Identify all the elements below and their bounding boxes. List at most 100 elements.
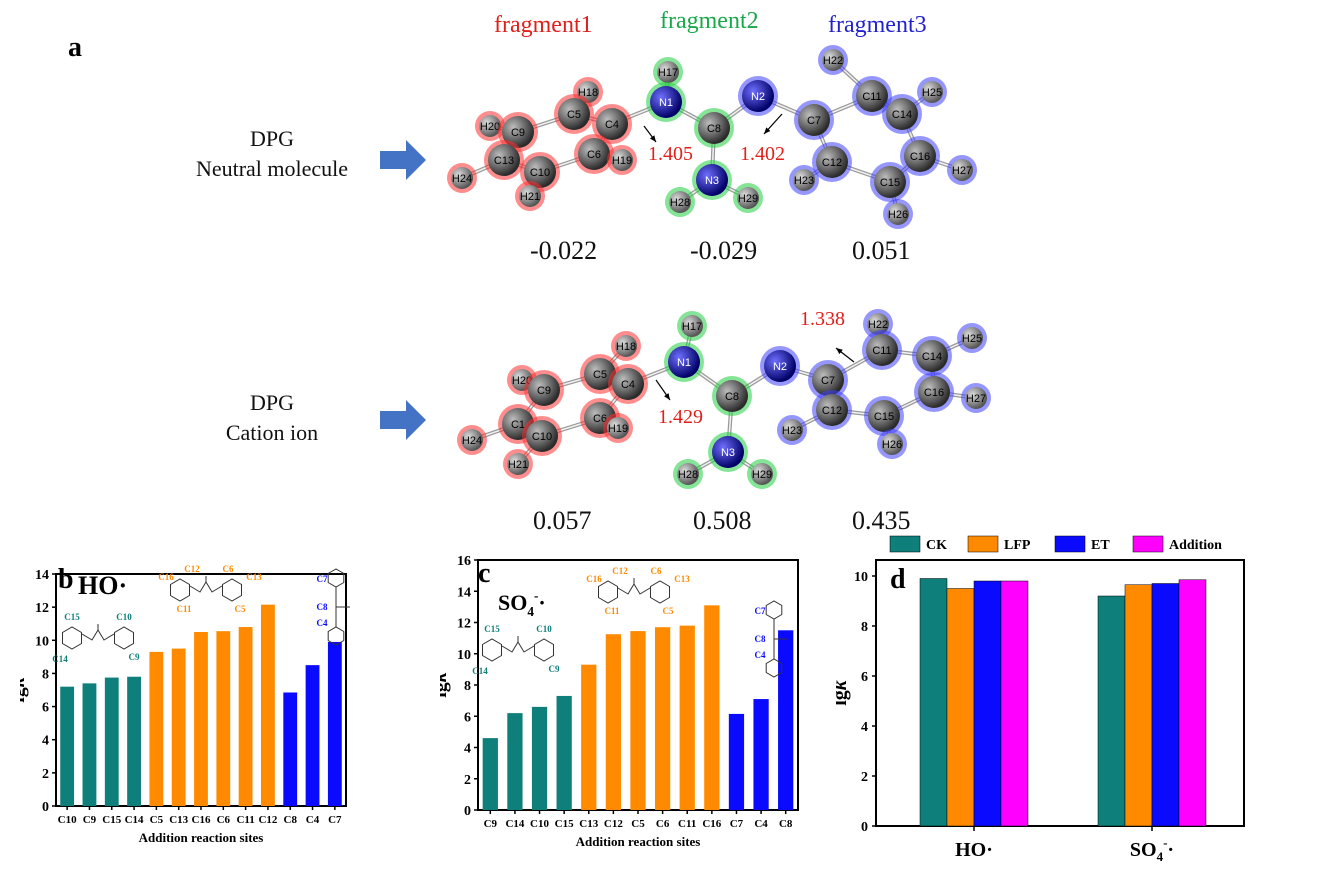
atom-sphere xyxy=(874,166,906,198)
atom-sphere xyxy=(866,334,898,366)
atom-sphere xyxy=(596,108,628,140)
bar-C7 xyxy=(728,713,745,810)
atom-sphere xyxy=(611,149,633,171)
atom-label: C13 xyxy=(494,155,514,167)
bar-C5 xyxy=(630,631,646,810)
x-tick-label: C15 xyxy=(555,818,574,830)
bar-C6 xyxy=(654,627,671,810)
inset-atom-label: C4 xyxy=(317,618,328,628)
atom-label: N3 xyxy=(721,447,735,459)
atom-label: H21 xyxy=(520,191,540,203)
y-tick-label: 4 xyxy=(464,742,471,757)
atom-sphere xyxy=(698,112,730,144)
atom-sphere xyxy=(781,419,803,441)
y-tick-label: 6 xyxy=(861,670,868,685)
bar-C12 xyxy=(605,634,622,810)
y-tick-label: 0 xyxy=(464,804,471,819)
chart-c-so4-radical: 0 2 4 6 8 10 12 14 16 C9 C14 C10 C15 C13 C12 C5 C6 C11 C16… xyxy=(440,554,799,849)
atom-label: C10 xyxy=(530,167,550,179)
atom-label: H17 xyxy=(682,321,702,333)
x-tick-label: C13 xyxy=(579,818,598,830)
atom-sphere xyxy=(921,81,943,103)
atom-label: C5 xyxy=(567,109,581,121)
atom-label: C5 xyxy=(593,369,607,381)
bar-C12 xyxy=(261,604,275,806)
atom-sphere xyxy=(681,315,703,337)
legend-swatch-CK xyxy=(889,535,921,553)
inset-atom-label: C16 xyxy=(586,574,602,584)
inset-ring xyxy=(327,626,345,646)
bond-pointer-head xyxy=(764,127,771,134)
atom-sphere xyxy=(612,368,644,400)
legend-label-Addition: Addition xyxy=(1169,538,1222,553)
plot-frame xyxy=(875,559,1245,827)
y-tick-label: 12 xyxy=(35,601,49,616)
bar-C15 xyxy=(104,677,119,806)
inset-ring xyxy=(170,578,190,602)
y-tick-label: 10 xyxy=(854,570,868,585)
x-tick-label: C12 xyxy=(604,818,623,830)
bar-Addition-0 xyxy=(1000,580,1029,827)
atom-label: H19 xyxy=(608,423,628,435)
neutral-charge-fragment1: -0.022 xyxy=(530,236,598,265)
x-tick-label: SO4-· xyxy=(1130,835,1174,864)
atom-label: H26 xyxy=(882,439,902,451)
bar-ET-0 xyxy=(973,580,1002,827)
inset-ring xyxy=(598,580,618,604)
panel-letter: d xyxy=(890,564,906,595)
y-tick-label: 2 xyxy=(42,767,49,782)
atom-label: C15 xyxy=(874,411,894,423)
atom-label: N1 xyxy=(659,97,673,109)
atom-sphere xyxy=(657,61,679,83)
x-tick-label: HO· xyxy=(955,839,993,861)
y-tick-label: 6 xyxy=(42,701,49,716)
panel-letter: b xyxy=(58,564,74,595)
atom-label: C9 xyxy=(511,127,525,139)
neutral-molecule-label: DPG Neutral molecule xyxy=(162,124,382,184)
bar-C11 xyxy=(679,625,695,810)
atom-sphere xyxy=(881,433,903,455)
bar-C14 xyxy=(507,713,523,810)
cation-charge-fragment2: 0.508 xyxy=(693,506,752,535)
atom-sphere xyxy=(526,420,558,452)
atom-label: C12 xyxy=(822,405,842,417)
atom-sphere xyxy=(668,346,700,378)
chart-b-ho-radical: 0 2 4 6 8 10 12 14 C10 C9 C15 C14 C5 C13 C16 C6 C11 C12 C8… xyxy=(20,564,350,845)
y-tick-label: 4 xyxy=(42,734,49,749)
cation-charge-fragment3: 0.435 xyxy=(852,506,911,535)
atom-sphere xyxy=(812,364,844,396)
inset-ring xyxy=(765,600,783,620)
atom-sphere xyxy=(607,417,629,439)
inset-atom-label: C14 xyxy=(52,654,68,664)
x-tick-label: C6 xyxy=(656,818,670,830)
atom-label: H24 xyxy=(462,435,482,447)
inset-atom-label: C15 xyxy=(484,624,500,634)
atom-sphere xyxy=(751,463,773,485)
inset-ring xyxy=(62,626,82,650)
atom-sphere xyxy=(737,187,759,209)
inset-atom-label: C9 xyxy=(549,664,560,674)
legend-label-LFP: LFP xyxy=(1004,538,1031,553)
x-tick-label: C14 xyxy=(125,814,144,826)
bar-CK-1 xyxy=(1097,595,1126,827)
inset-atom-label: C14 xyxy=(472,666,488,676)
atom-label: H27 xyxy=(952,165,972,177)
atom-sphere xyxy=(479,115,501,137)
atom-sphere xyxy=(965,387,987,409)
atom-sphere xyxy=(578,138,610,170)
legend-label-CK: CK xyxy=(926,538,947,553)
y-tick-label: 6 xyxy=(464,710,471,725)
y-tick-label: 0 xyxy=(42,800,49,815)
bar-CK-0 xyxy=(919,578,948,827)
neutral-line1: DPG xyxy=(249,126,294,151)
neutral-charge-fragment2: -0.029 xyxy=(690,236,758,265)
inset-bond xyxy=(617,583,651,595)
y-tick-label: 2 xyxy=(464,773,471,788)
x-tick-label: C6 xyxy=(217,814,231,826)
bar-C13 xyxy=(171,648,186,806)
x-tick-label: C15 xyxy=(102,814,121,826)
atom-label: H18 xyxy=(616,341,636,353)
y-tick-label: 2 xyxy=(861,770,868,785)
bar-C9 xyxy=(482,738,498,810)
atom-label: H28 xyxy=(678,469,698,481)
